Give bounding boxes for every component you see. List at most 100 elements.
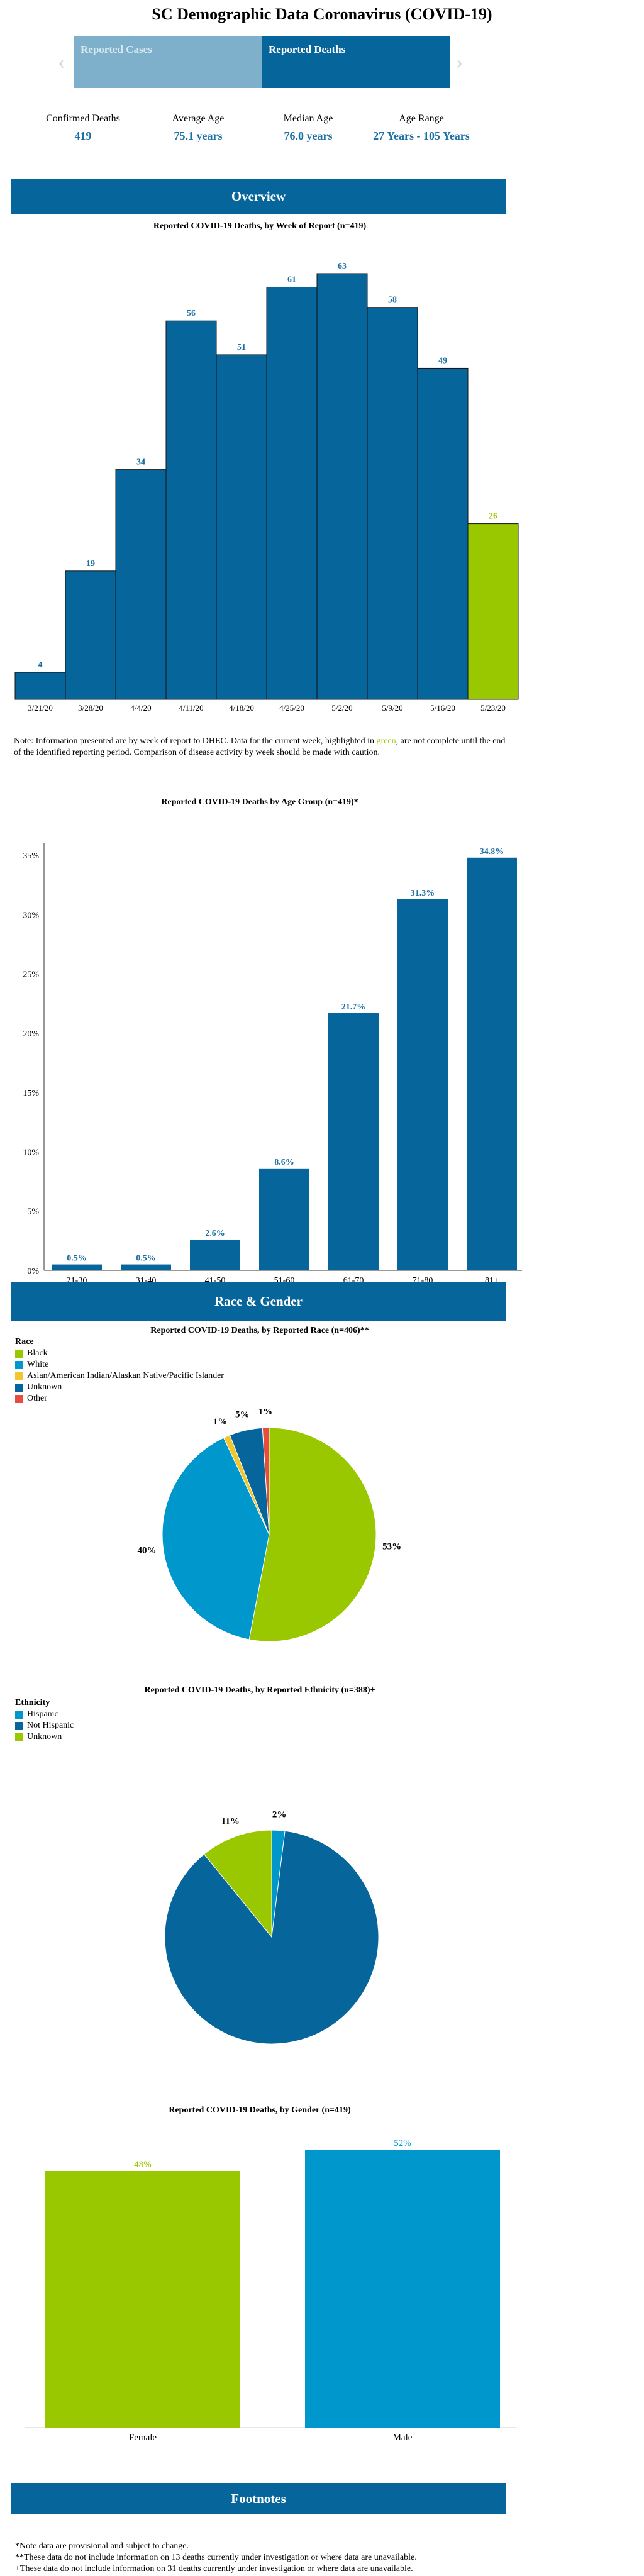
legend-label: Hispanic bbox=[27, 1709, 58, 1719]
week-bar bbox=[14, 672, 66, 700]
stat-label: Median Age bbox=[283, 113, 333, 124]
week-tick-label: 4/18/20 bbox=[229, 703, 254, 713]
age-y-tick-label: 5% bbox=[27, 1208, 39, 1217]
week-bar bbox=[417, 367, 469, 700]
pie-slice bbox=[248, 1427, 377, 1642]
legend-swatch bbox=[15, 1733, 23, 1741]
legend-swatch bbox=[15, 1360, 23, 1369]
age-y-tick-label: 30% bbox=[23, 911, 39, 920]
age-bar-value: 8.6% bbox=[274, 1158, 294, 1167]
chart-race-title: Reported COVID-19 Deaths, by Reported Ra… bbox=[150, 1326, 369, 1335]
age-bar bbox=[259, 1168, 309, 1270]
week-tick-label: 5/23/20 bbox=[480, 703, 506, 713]
page-title: SC Demographic Data Coronavirus (COVID-1… bbox=[152, 5, 492, 23]
age-y-tick-label: 20% bbox=[23, 1030, 39, 1039]
week-bar-value: 63 bbox=[338, 262, 347, 271]
chart-ethnicity-title: Reported COVID-19 Deaths, by Reported Et… bbox=[144, 1685, 375, 1695]
gender-chart: 48% Female 52% Male bbox=[25, 2138, 516, 2443]
age-y-tick-label: 10% bbox=[23, 1148, 39, 1157]
footnote-item: *Note data are provisional and subject t… bbox=[15, 2541, 189, 2551]
stat-label: Average Age bbox=[172, 113, 225, 124]
pie-slice-label: 1% bbox=[258, 1409, 273, 1417]
legend-swatch bbox=[15, 1710, 23, 1719]
week-bar-value: 58 bbox=[388, 296, 397, 305]
legend-swatch bbox=[15, 1394, 23, 1403]
ethnicity-legend: Ethnicity Hispanic Not Hispanic Unknown bbox=[15, 1698, 74, 1742]
age-bar-value: 34.8% bbox=[480, 847, 504, 857]
week-bar bbox=[115, 469, 167, 700]
legend-title: Race bbox=[15, 1337, 34, 1346]
legend-swatch bbox=[15, 1372, 23, 1380]
legend-item: White bbox=[15, 1360, 224, 1370]
gender-bar bbox=[45, 2171, 240, 2428]
legend-label: White bbox=[27, 1360, 49, 1369]
carousel-prev-icon[interactable]: ‹ bbox=[58, 50, 65, 74]
stat-value: 27 Years - 105 Years bbox=[373, 130, 470, 142]
pie-slice-label: 40% bbox=[138, 1546, 157, 1556]
chart-gender-title: Reported COVID-19 Deaths, by Gender (n=4… bbox=[169, 2106, 351, 2115]
age-y-tick-label: 35% bbox=[23, 852, 39, 861]
age-bar bbox=[328, 1013, 379, 1270]
legend-item: Black bbox=[15, 1348, 224, 1358]
legend-item: Unknown bbox=[15, 1382, 224, 1392]
gender-tick-label: Male bbox=[393, 2433, 413, 2443]
footnote-item: +These data do not include information o… bbox=[15, 2564, 413, 2573]
legend-item: Other bbox=[15, 1394, 224, 1404]
legend-label: Unknown bbox=[27, 1732, 62, 1741]
note-green-word: green bbox=[376, 736, 396, 746]
tab-reported-cases[interactable]: Reported Cases bbox=[74, 36, 262, 88]
week-bar-value: 26 bbox=[489, 512, 497, 521]
stat-value: 75.1 years bbox=[174, 130, 223, 142]
week-tick-label: 4/25/20 bbox=[279, 703, 304, 713]
footnotes-list: *Note data are provisional and subject t… bbox=[15, 2541, 512, 2575]
week-bar-value: 51 bbox=[237, 343, 246, 352]
age-y-tick-label: 15% bbox=[23, 1089, 39, 1098]
week-chart-note: Note: Information presented are by week … bbox=[14, 736, 511, 758]
pie-slice-label: 5% bbox=[235, 1410, 250, 1420]
legend-swatch bbox=[15, 1383, 23, 1392]
age-bar bbox=[121, 1264, 171, 1270]
pie-slice bbox=[203, 1829, 272, 1938]
legend-label: Asian/American Indian/Alaskan Native/Pac… bbox=[27, 1371, 224, 1380]
age-bar-value: 31.3% bbox=[411, 889, 435, 898]
week-bar bbox=[266, 286, 318, 700]
legend-item: Unknown bbox=[15, 1732, 74, 1742]
legend-swatch bbox=[15, 1349, 23, 1358]
week-bar-value: 49 bbox=[438, 356, 447, 365]
age-chart: 0%5%10%15%20%25%30%35%0.5%21-300.5%31-40… bbox=[23, 843, 522, 1285]
race-legend: Race Black White Asian/American Indian/A… bbox=[15, 1337, 224, 1404]
stat-average-age: Average Age 75.1 years bbox=[135, 113, 261, 143]
stat-confirmed-deaths: Confirmed Deaths 419 bbox=[20, 113, 146, 143]
ethnicity-pie-chart: 2%88%11% bbox=[164, 1811, 379, 2045]
carousel-next-icon[interactable]: › bbox=[456, 50, 464, 74]
race-pie-chart: 53% 40% 1% 5% 1% bbox=[138, 1409, 401, 1642]
legend-item: Hispanic bbox=[15, 1709, 74, 1719]
week-tick-label: 5/16/20 bbox=[430, 703, 455, 713]
age-bar-value: 21.7% bbox=[341, 1002, 366, 1012]
footnote-item: **These data do not include information … bbox=[15, 2553, 417, 2562]
stat-median-age: Median Age 76.0 years bbox=[245, 113, 371, 143]
chart-week-title: Reported COVID-19 Deaths, by Week of Rep… bbox=[153, 221, 367, 231]
week-bar bbox=[467, 523, 519, 700]
gender-tick-label: Female bbox=[129, 2433, 157, 2443]
pie-slice bbox=[262, 1427, 270, 1535]
week-bar-value: 34 bbox=[136, 458, 145, 467]
pie-slice-label: 11% bbox=[221, 1816, 240, 1826]
week-bar-value: 56 bbox=[187, 309, 196, 318]
note-text: Note: Information presented are by week … bbox=[14, 736, 377, 746]
week-tick-label: 5/9/20 bbox=[382, 703, 402, 713]
legend-item: Asian/American Indian/Alaskan Native/Pac… bbox=[15, 1371, 224, 1381]
legend-label: Unknown bbox=[27, 1382, 62, 1392]
week-tick-label: 3/21/20 bbox=[28, 703, 53, 713]
age-bar-value: 0.5% bbox=[67, 1254, 87, 1263]
stat-age-range: Age Range 27 Years - 105 Years bbox=[358, 113, 484, 143]
week-bar bbox=[65, 570, 116, 700]
stat-label: Age Range bbox=[399, 113, 444, 124]
tab-reported-deaths[interactable]: Reported Deaths bbox=[262, 36, 450, 88]
age-bar bbox=[190, 1239, 240, 1270]
age-bar bbox=[467, 857, 517, 1270]
week-bar bbox=[367, 307, 418, 700]
legend-item: Not Hispanic bbox=[15, 1721, 74, 1731]
stat-label: Confirmed Deaths bbox=[46, 113, 120, 124]
pie-slice bbox=[162, 1437, 270, 1640]
